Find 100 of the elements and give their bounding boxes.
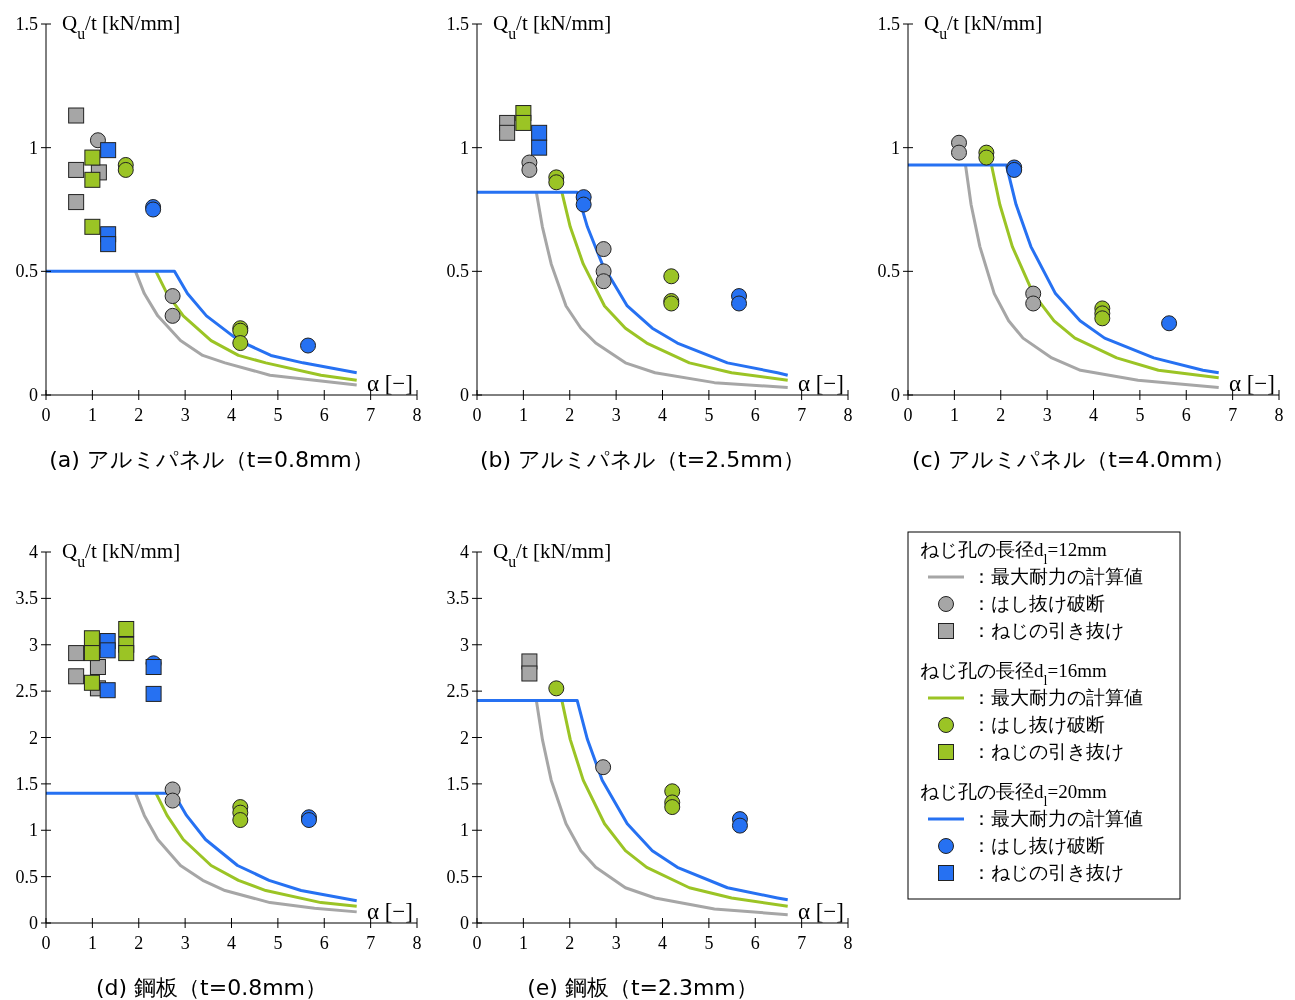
x-tick-label: 7 [797,405,807,425]
x-tick-label: 7 [366,405,376,425]
y-tick-label: 0.5 [15,866,38,887]
legend-label: ：最大耐力の計算値 [972,807,1143,829]
point [89,659,106,676]
point [68,668,85,685]
point [499,124,516,141]
legend-label: ：最大耐力の計算値 [972,686,1143,708]
y-tick-label: 1 [460,820,469,841]
y-tick-label: 1.5 [15,14,38,34]
y-tick-label: 1.5 [15,773,38,794]
y-tick-label: 1 [29,137,38,158]
point [664,799,681,816]
x-tick-label: 4 [658,933,667,953]
x-tick-label: 4 [1089,405,1098,425]
x-tick-label: 1 [518,405,528,425]
point [300,337,317,354]
x-tick-label: 5 [273,933,283,953]
point [731,817,748,834]
point [531,124,548,141]
y-tick-label: 4 [460,542,469,562]
text: (d) 鋼板（t=0.8mm） [95,975,328,1000]
point [84,218,101,235]
x-tick-label: 4 [658,405,667,425]
y-tick-label: 3 [29,634,38,655]
line-series [475,698,790,902]
y-tick-label: 2.5 [446,681,469,702]
text: ねじ孔の長径d$_{l}$=12mm [920,539,1107,567]
point [521,665,538,682]
y-tick-label: 1.5 [446,773,469,794]
line-series [475,190,790,377]
x-tick-label: 2 [565,933,575,953]
point [83,674,100,691]
y-tick-label: 2.5 [15,681,38,702]
point [118,645,135,662]
point [575,196,592,213]
text: (e) 鋼板（t=2.3mm） [527,975,758,1000]
x-tick-label: 3 [180,405,190,425]
y-tick-label: 0 [891,385,900,405]
x-tick-label: 7 [366,933,376,953]
legend-label: ：ねじの引き抜け [972,619,1124,641]
y-axis-title: Q$_{u}$/t [kN/mm] [493,11,612,42]
x-tick-label: 8 [412,933,422,953]
point [84,171,101,188]
point [164,288,181,305]
point [978,149,995,166]
point [99,642,116,659]
point [68,107,85,124]
text: (b) アルミパネル（t=2.5mm） [479,447,806,472]
text: (c) アルミパネル（t=4.0mm） [911,447,1236,472]
point [68,645,85,662]
x-tick-label: 3 [611,933,621,953]
text: ねじ孔の長径d$_{l}$=16mm [920,660,1107,688]
y-tick-label: 0 [29,913,38,933]
x-tick-label: 1 [518,933,528,953]
y-axis-title: Q$_{u}$/t [kN/mm] [924,11,1043,42]
x-tick-label: 5 [1135,405,1145,425]
x-axis-title: α [−] [797,899,844,924]
point [548,174,565,191]
y-tick-label: 1 [891,137,900,158]
x-tick-label: 4 [227,405,236,425]
x-tick-label: 1 [87,933,97,953]
point [117,161,134,178]
y-axis-title: Q$_{u}$/t [kN/mm] [493,539,612,570]
point [1094,310,1111,327]
point [595,759,612,776]
point [83,630,100,647]
point [595,241,612,258]
point [83,645,100,662]
legend-label: ：最大耐力の計算値 [972,565,1143,587]
point [515,114,532,131]
point [99,682,116,699]
point [84,149,101,166]
x-tick-label: 1 [87,405,97,425]
x-tick-label: 1 [949,405,959,425]
point [663,268,680,285]
x-tick-label: 2 [134,405,144,425]
text: (a) アルミパネル（t=0.8mm） [49,447,374,472]
x-axis-title: α [−] [1228,371,1275,396]
legend-label: ：ねじの引き抜け [972,740,1124,762]
y-axis-title: Q$_{u}$/t [kN/mm] [62,539,181,570]
y-tick-label: 2 [460,727,469,748]
point [68,161,85,178]
y-tick-label: 1.5 [877,14,900,34]
x-axis-title: α [−] [366,371,413,396]
point [531,139,548,156]
y-tick-label: 1 [460,137,469,158]
point [100,142,117,159]
line-series [44,269,359,375]
x-tick-label: 7 [797,933,807,953]
y-axis-title: Q$_{u}$/t [kN/mm] [62,11,181,42]
point [595,273,612,290]
point [951,144,968,161]
x-tick-label: 2 [134,933,144,953]
x-axis-title: α [−] [366,899,413,924]
text: ねじ孔の長径d$_{l}$=20mm [920,781,1107,809]
point [1025,295,1042,312]
y-tick-label: 0 [460,385,469,405]
legend-label: ：ねじの引き抜け [972,861,1124,883]
x-tick-label: 2 [565,405,575,425]
